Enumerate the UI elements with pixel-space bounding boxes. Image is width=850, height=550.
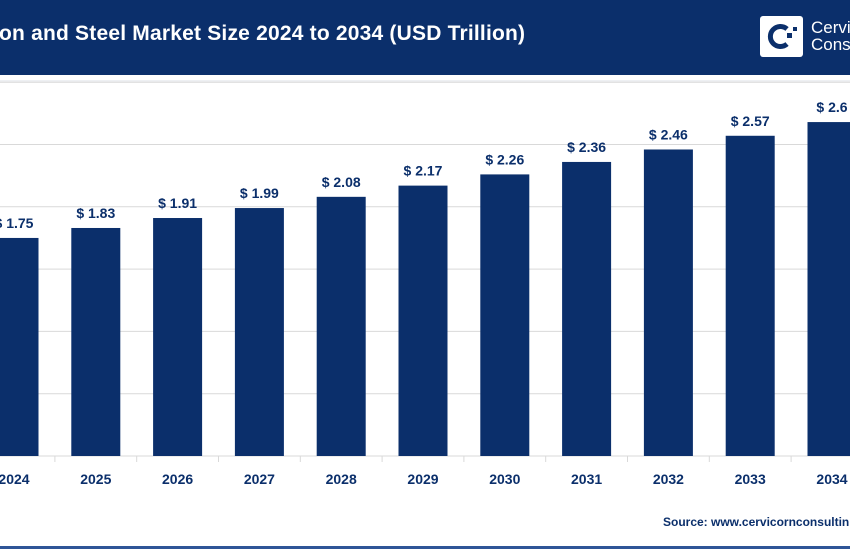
data-label-2025: $ 1.83 [76, 205, 115, 221]
bar-2030 [480, 174, 530, 457]
x-tick-label-2030: 2030 [489, 471, 520, 487]
data-label-2034: $ 2.6 [816, 99, 847, 115]
bottom-border [0, 546, 850, 549]
x-tick-label-2033: 2033 [735, 471, 766, 487]
x-tick-label-2029: 2029 [407, 471, 438, 487]
source-note: Source: www.cervicornconsultin [663, 515, 850, 529]
data-label-2029: $ 2.17 [404, 163, 443, 179]
bar-2026 [153, 218, 203, 456]
header-separator [0, 80, 850, 82]
data-label-2024: $ 1.75 [0, 215, 34, 231]
bar-2033 [725, 135, 775, 456]
bar-2031 [562, 161, 612, 456]
bar-2024 [0, 237, 39, 456]
data-label-2028: $ 2.08 [322, 174, 361, 190]
chart-header: on and Steel Market Size 2024 to 2034 (U… [0, 0, 850, 75]
logo-text-line1: Cervicorn [811, 18, 850, 37]
cervicorn-logo-icon [760, 16, 803, 57]
data-label-2030: $ 2.26 [485, 151, 524, 167]
bar-2034 [807, 122, 850, 457]
x-tick-label-2025: 2025 [80, 471, 111, 487]
chart-title: on and Steel Market Size 2024 to 2034 (U… [0, 22, 526, 45]
data-label-2032: $ 2.46 [649, 126, 688, 142]
logo-text: Cervicorn Consulting [811, 19, 850, 53]
data-label-2026: $ 1.91 [158, 195, 197, 211]
data-label-2031: $ 2.36 [567, 139, 606, 155]
bar-2025 [71, 227, 121, 456]
x-tick-label-2024: 2024 [0, 471, 30, 487]
bar-2032 [643, 149, 693, 456]
bar-2028 [316, 196, 366, 456]
logo-text-line2: Consulting [811, 35, 850, 54]
x-tick-label-2027: 2027 [244, 471, 275, 487]
data-label-2027: $ 1.99 [240, 185, 279, 201]
x-tick-label-2031: 2031 [571, 471, 602, 487]
x-tick-label-2032: 2032 [653, 471, 684, 487]
x-tick-label-2028: 2028 [326, 471, 357, 487]
data-label-2033: $ 2.57 [731, 113, 770, 129]
bar-2027 [234, 208, 284, 456]
bar-2029 [398, 185, 448, 457]
x-tick-label-2034: 2034 [816, 471, 847, 487]
x-tick-label-2026: 2026 [162, 471, 193, 487]
